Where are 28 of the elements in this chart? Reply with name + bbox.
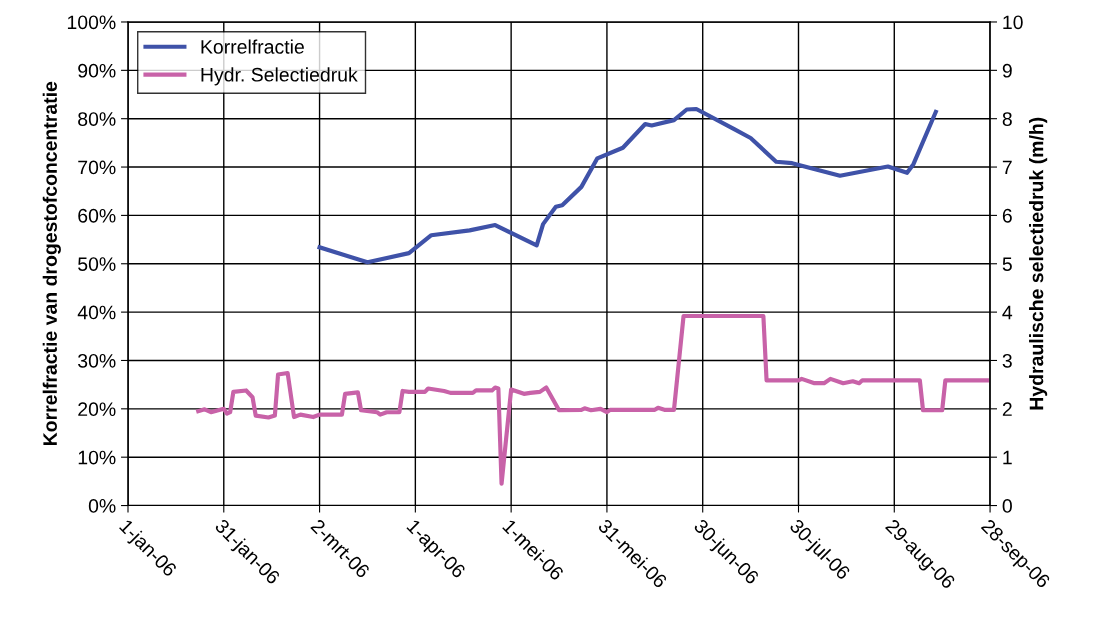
y2-tick-label: 9: [1002, 63, 1012, 78]
y-tick-label: 20%: [78, 402, 116, 417]
y2-tick-label: 4: [1002, 305, 1013, 320]
y-tick-label: 60%: [78, 208, 116, 223]
y-tick-label: 30%: [78, 353, 116, 368]
y2-tick-label: 8: [1002, 112, 1012, 126]
y2-tick-label: 3: [1002, 353, 1012, 368]
y-axis-title: Korrelfractie van drogestofconcentratie: [42, 81, 61, 446]
y2-tick-label: 7: [1002, 160, 1012, 175]
y-tick-label: 80%: [78, 112, 116, 126]
y2-tick-label: 10: [1003, 15, 1023, 30]
legend-label: Hydr. Selectiedruk: [201, 67, 358, 86]
y-tick-label: 40%: [77, 305, 116, 320]
legend-label: Korrelfractie: [201, 39, 304, 54]
line-series: [196, 313, 989, 486]
y2-tick-label: 6: [1002, 208, 1012, 223]
y-tick-label: 70%: [78, 160, 116, 175]
y2-tick-label: 0: [1002, 499, 1012, 513]
y-tick-label: 0%: [88, 499, 116, 513]
y2-axis-title: Hydraulische selectiedruk (m/h): [1029, 117, 1048, 410]
y-tick-label: 100%: [67, 15, 116, 30]
y-tick-label: 10%: [78, 450, 116, 465]
y-tick-label: 50%: [78, 257, 116, 271]
y2-tick-label: 5: [1002, 257, 1012, 271]
y2-tick-label: 2: [1002, 402, 1012, 416]
y-tick-label: 90%: [78, 63, 116, 78]
line-series: [317, 106, 938, 265]
y2-tick-label: 1: [1003, 450, 1012, 465]
